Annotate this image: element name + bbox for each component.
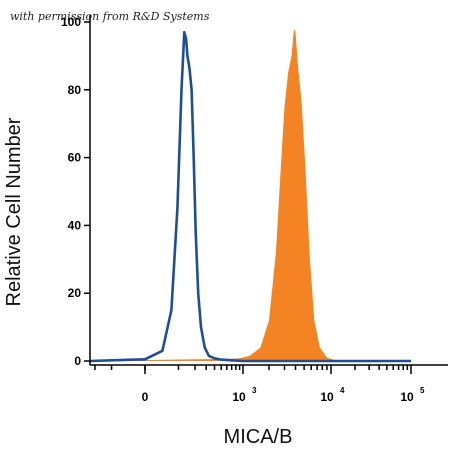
x-tick-label: 10 <box>320 390 334 404</box>
x-tick-exponent: 4 <box>340 386 345 395</box>
y-tick-label: 80 <box>68 83 82 97</box>
credit-text: with permission from R&D Systems <box>10 10 210 23</box>
y-axis-label: Relative Cell Number <box>3 117 25 306</box>
x-axis-label: MICA/B <box>224 426 293 448</box>
x-tick-exponent: 5 <box>420 386 425 395</box>
y-tick-label: 20 <box>68 286 82 300</box>
filled-series-layer <box>90 28 411 362</box>
y-tick-label: 100 <box>61 15 81 29</box>
x-tick-exponent: 3 <box>252 386 257 395</box>
x-ticks: 0 10 3 10 4 10 5 <box>94 365 425 404</box>
y-tick-label: 40 <box>68 218 82 232</box>
y-tick-label: 60 <box>68 151 82 165</box>
outline-histogram-series <box>89 30 411 363</box>
x-tick-label: 0 <box>142 390 149 404</box>
filled-histogram-series <box>90 28 411 362</box>
y-ticks: 0 20 40 60 80 100 <box>61 15 90 368</box>
x-tick-label: 10 <box>400 390 414 404</box>
x-tick-label: 10 <box>232 390 246 404</box>
line-series-layer <box>89 30 411 363</box>
y-tick-label: 0 <box>74 354 81 368</box>
